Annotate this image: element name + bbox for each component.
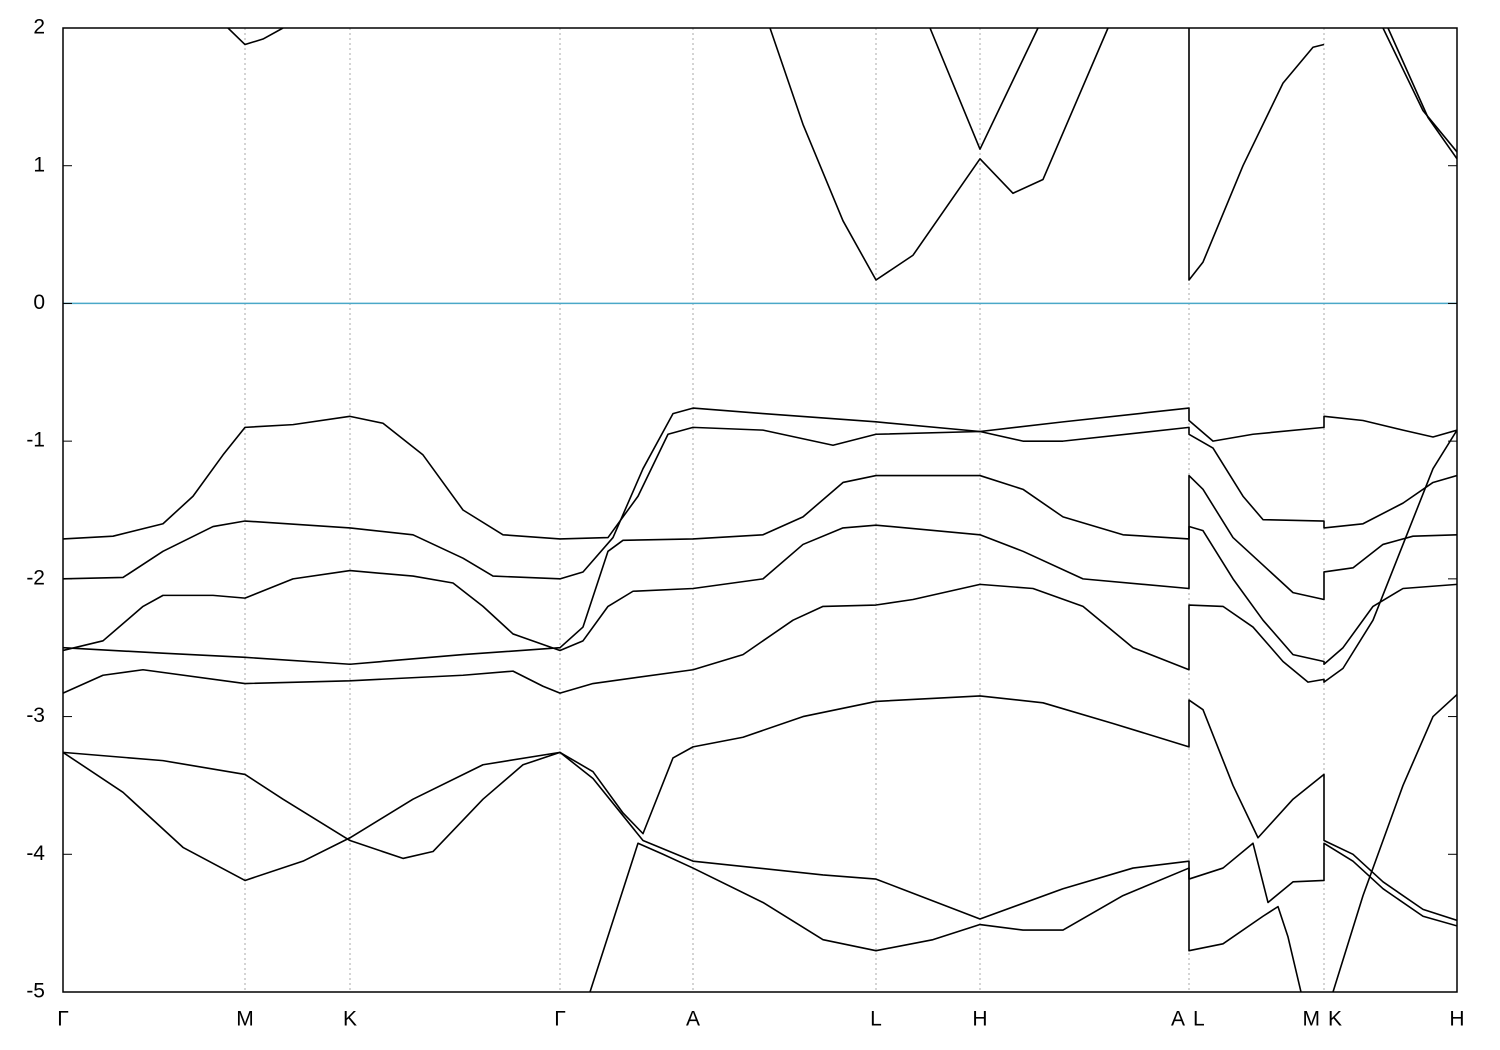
y-tick-label: -1 bbox=[26, 429, 45, 452]
y-tick-label: 1 bbox=[33, 153, 45, 176]
x-tick-label: A bbox=[686, 1008, 700, 1031]
x-tick-label: M bbox=[1303, 1008, 1321, 1031]
band-line bbox=[63, 695, 1457, 922]
band-line bbox=[63, 751, 1457, 927]
band-line bbox=[1188, 28, 1325, 281]
band-line bbox=[63, 407, 1457, 580]
x-tick-label: A bbox=[1171, 1008, 1185, 1031]
x-tick-label: K bbox=[1328, 1008, 1342, 1031]
axes-frame bbox=[62, 27, 1458, 993]
x-tick-label: Γ bbox=[554, 1008, 566, 1031]
band-line bbox=[63, 474, 1457, 666]
x-tick-label: L bbox=[870, 1008, 882, 1031]
plot-area bbox=[63, 28, 1457, 992]
x-tick-label: K bbox=[343, 1008, 357, 1031]
y-tick-label: -3 bbox=[26, 704, 45, 727]
y-tick-label: -5 bbox=[26, 980, 45, 1003]
band-line bbox=[63, 524, 1457, 666]
x-tick-label: Γ bbox=[57, 1008, 69, 1031]
band-line bbox=[1332, 693, 1457, 992]
y-tick-label: -4 bbox=[26, 842, 45, 865]
band-line bbox=[63, 415, 1457, 540]
band-line bbox=[63, 429, 1457, 694]
band-line bbox=[769, 28, 1109, 281]
y-tick-label: 0 bbox=[33, 291, 45, 314]
band-line bbox=[1382, 28, 1457, 153]
x-tick-label: H bbox=[1449, 1008, 1464, 1031]
x-tick-label: L bbox=[1193, 1008, 1205, 1031]
y-tick-label: -2 bbox=[26, 566, 45, 589]
x-tick-label: M bbox=[236, 1008, 254, 1031]
band-line bbox=[589, 842, 1302, 992]
band-line bbox=[227, 28, 284, 46]
x-tick-label: H bbox=[972, 1008, 987, 1031]
band-line bbox=[929, 28, 1039, 150]
band-line bbox=[1387, 28, 1457, 160]
y-tick-label: 2 bbox=[33, 16, 45, 39]
